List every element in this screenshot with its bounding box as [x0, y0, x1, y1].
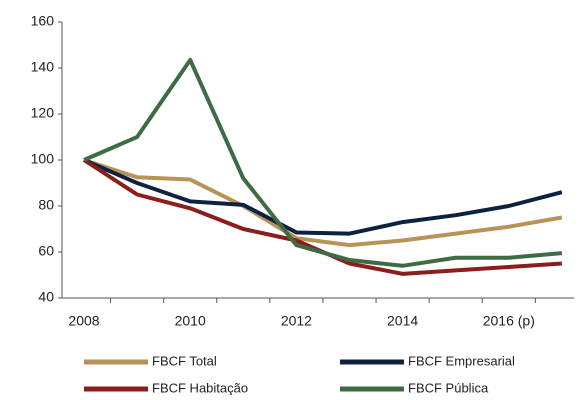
x-tick-label: 2012: [281, 313, 312, 329]
x-tick-label: 2008: [68, 313, 99, 329]
legend-label: FBCF Empresarial: [408, 353, 515, 368]
y-tick-label: 160: [31, 13, 55, 29]
series-line: [83, 57, 563, 268]
series-line: [83, 158, 563, 236]
x-tick-label: 2016 (p): [483, 313, 535, 329]
legend: FBCF Total FBCF Empresarial FBCF Habitação…: [84, 353, 515, 395]
y-tick-label: 80: [38, 197, 54, 213]
y-tick-label: 120: [31, 105, 55, 121]
legend-label: FBCF Pública: [408, 380, 489, 395]
y-tick-label: 40: [38, 289, 54, 305]
y-tick-label: 60: [38, 243, 54, 259]
legend-label: FBCF Habitação: [152, 380, 248, 395]
y-tick-label: 100: [31, 151, 55, 167]
legend-label: FBCF Total: [152, 353, 217, 368]
x-tick-label: 2014: [387, 313, 418, 329]
series-line: [83, 158, 563, 248]
x-tick-label: 2010: [175, 313, 206, 329]
y-tick-label: 140: [31, 59, 55, 75]
